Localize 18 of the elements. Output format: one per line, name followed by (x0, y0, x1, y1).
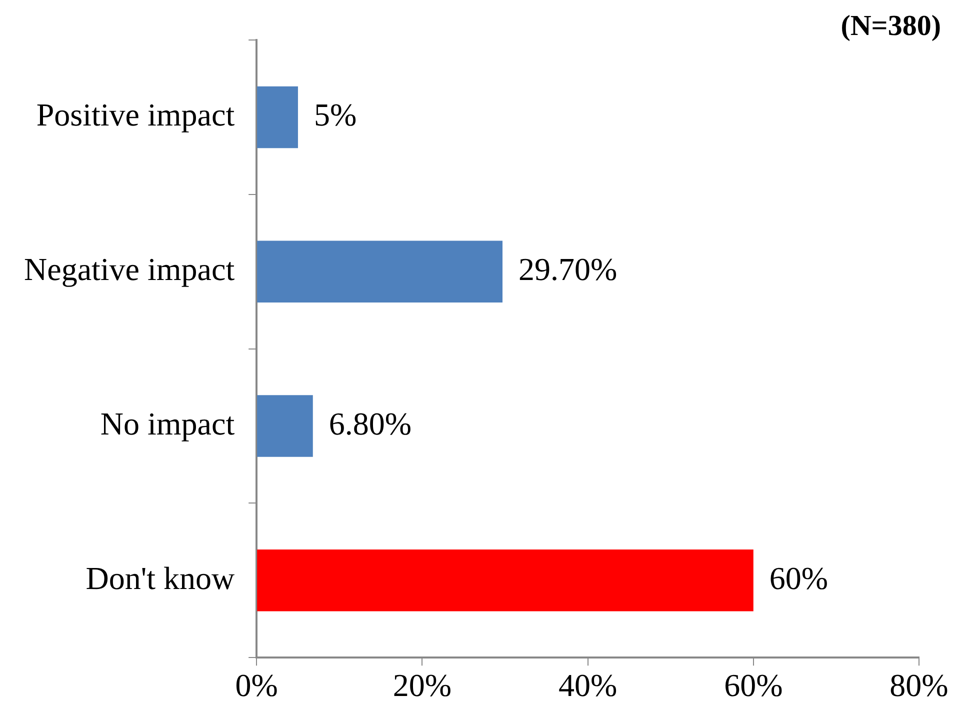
bar (257, 240, 502, 302)
x-tick-label: 20% (392, 667, 452, 704)
bar (257, 86, 298, 148)
bar (257, 395, 313, 457)
data-label: 60% (769, 560, 828, 596)
y-tick-label: Negative impact (24, 251, 235, 288)
y-tick-label: No impact (100, 405, 235, 442)
y-tick-label: Positive impact (36, 96, 235, 133)
data-label: 6.80% (328, 405, 412, 442)
data-label: 29.70% (518, 251, 618, 288)
x-tick-label: 60% (724, 667, 783, 704)
annotation: (N=380) (840, 10, 941, 43)
x-tick-label: 0% (235, 667, 278, 704)
x-tick-label: 40% (558, 667, 618, 704)
data-label: 5% (314, 96, 357, 133)
y-tick-label: Don't know (86, 560, 235, 596)
x-tick-label: 80% (890, 667, 948, 704)
bar (257, 550, 754, 612)
